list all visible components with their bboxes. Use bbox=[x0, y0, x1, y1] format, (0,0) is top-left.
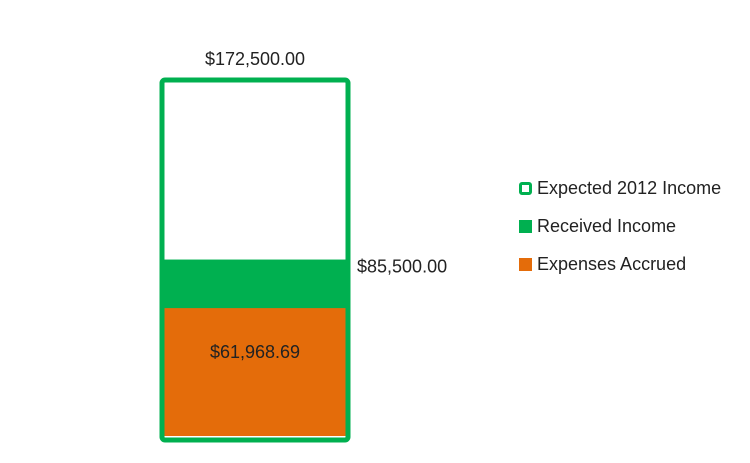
legend: Expected 2012 Income Received Income Expen… bbox=[519, 178, 721, 274]
data-label-expected-income: $172,500.00 bbox=[205, 49, 305, 69]
legend-swatch-expenses-accrued bbox=[519, 258, 532, 271]
bar-expenses-accrued bbox=[163, 308, 347, 436]
data-label-received-income: $85,500.00 bbox=[357, 257, 447, 277]
legend-swatch-expected-2012-income bbox=[519, 182, 532, 195]
bars-layer bbox=[159, 77, 351, 443]
legend-swatch-received-income bbox=[519, 220, 532, 233]
data-labels-layer: $172,500.00 $85,500.00 $61,968.69 bbox=[205, 49, 447, 362]
legend-label-expected-2012-income: Expected 2012 Income bbox=[537, 178, 721, 198]
data-label-expenses-accrued: $61,968.69 bbox=[210, 342, 300, 362]
legend-label-expenses-accrued: Expenses Accrued bbox=[537, 254, 686, 274]
legend-label-received-income: Received Income bbox=[537, 216, 676, 236]
bar-expected-income bbox=[159, 77, 351, 443]
